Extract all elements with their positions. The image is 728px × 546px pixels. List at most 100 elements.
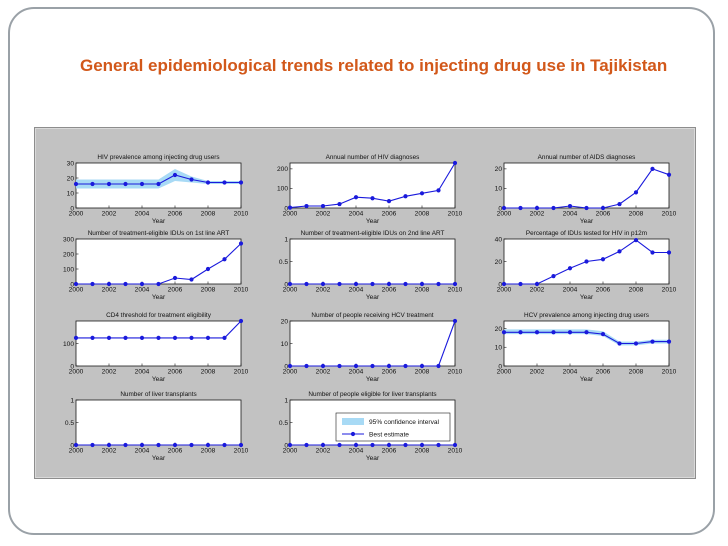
data-point xyxy=(106,335,112,340)
x-tick-label: 2000 xyxy=(69,448,84,455)
plot-area xyxy=(289,320,456,367)
subplot-title: Percentage of IDUs tested for HIV in p12… xyxy=(526,230,647,237)
data-point xyxy=(156,335,161,340)
y-tick-label: 1 xyxy=(284,236,288,243)
y-tick-label: 0 xyxy=(284,363,288,370)
data-point xyxy=(238,318,244,324)
data-point xyxy=(551,274,556,279)
data-point xyxy=(452,442,458,448)
data-point xyxy=(90,181,95,187)
x-tick-label: 2010 xyxy=(662,369,677,376)
data-point xyxy=(370,442,375,448)
data-point xyxy=(139,442,145,448)
data-point xyxy=(666,250,672,255)
x-tick-label: 2010 xyxy=(234,369,249,376)
data-point xyxy=(287,281,293,287)
x-tick-label: 2000 xyxy=(497,369,512,376)
data-point xyxy=(287,205,293,210)
x-tick-label: 2002 xyxy=(530,369,545,376)
legend-estimate-label: Best estimate xyxy=(369,432,409,439)
data-point xyxy=(419,281,425,287)
x-tick-label: 2006 xyxy=(168,448,183,455)
y-tick-label: 1 xyxy=(284,397,288,404)
x-tick-label: 2004 xyxy=(135,287,150,294)
data-point xyxy=(584,330,589,335)
data-point xyxy=(337,281,342,287)
data-point xyxy=(617,201,622,207)
x-axis-label: Year xyxy=(152,218,166,225)
data-point xyxy=(172,172,178,178)
data-point xyxy=(666,339,672,344)
data-point xyxy=(617,341,622,346)
y-tick-label: 20 xyxy=(495,166,503,173)
data-point xyxy=(386,363,392,369)
data-point xyxy=(403,363,408,369)
x-axis-label: Year xyxy=(152,376,166,383)
small-multiples-figure: HIV prevalence among injecting drug user… xyxy=(63,154,677,462)
x-tick-label: 2004 xyxy=(563,287,578,294)
x-tick-label: 2000 xyxy=(283,211,298,218)
x-tick-label: 2008 xyxy=(629,287,644,294)
y-tick-label: 100 xyxy=(277,186,288,193)
x-tick-label: 2010 xyxy=(234,448,249,455)
data-point xyxy=(518,281,523,287)
data-point xyxy=(189,335,194,340)
x-tick-label: 2000 xyxy=(497,211,512,218)
data-point xyxy=(452,281,458,287)
data-point xyxy=(337,363,342,369)
data-point xyxy=(370,281,375,287)
subplot-title: HCV prevalence among injecting drug user… xyxy=(524,312,649,319)
x-tick-label: 2008 xyxy=(201,448,216,455)
data-point xyxy=(370,363,375,369)
data-point xyxy=(501,281,507,287)
data-point xyxy=(353,195,359,200)
x-tick-label: 2010 xyxy=(662,287,677,294)
x-tick-label: 2004 xyxy=(563,211,578,218)
x-tick-label: 2006 xyxy=(382,369,397,376)
x-tick-label: 2008 xyxy=(415,287,430,294)
y-tick-label: 0 xyxy=(498,281,502,288)
x-tick-label: 2004 xyxy=(349,369,364,376)
y-tick-label: 30 xyxy=(67,160,75,167)
x-tick-label: 2008 xyxy=(415,448,430,455)
x-tick-label: 2006 xyxy=(168,287,183,294)
y-tick-label: 0 xyxy=(70,281,74,288)
data-point xyxy=(304,281,309,287)
y-tick-label: 10 xyxy=(495,345,503,352)
subplot-title: CD4 threshold for treatment eligibility xyxy=(106,312,212,319)
y-tick-label: 200 xyxy=(63,251,74,258)
y-tick-label: 0 xyxy=(70,442,74,449)
legend-ci-label: 95% confidence interval xyxy=(369,419,440,426)
x-tick-label: 2000 xyxy=(69,369,84,376)
x-tick-label: 2006 xyxy=(168,369,183,376)
x-tick-label: 2004 xyxy=(349,448,364,455)
data-point xyxy=(534,281,540,287)
plot-area xyxy=(75,399,242,446)
x-tick-label: 2008 xyxy=(201,287,216,294)
data-point xyxy=(106,181,112,187)
data-point xyxy=(320,281,326,287)
subplot-1: HIV prevalence among injecting drug user… xyxy=(67,154,249,225)
data-point xyxy=(633,238,639,243)
data-point xyxy=(633,190,639,195)
data-point xyxy=(337,442,342,448)
subplot-title: Number of treatment-eligible IDUs on 2nd… xyxy=(301,230,445,237)
data-point xyxy=(584,259,589,264)
x-axis-label: Year xyxy=(580,376,594,383)
data-point xyxy=(353,281,359,287)
x-tick-label: 2000 xyxy=(283,369,298,376)
data-point xyxy=(436,442,441,448)
legend-estimate-marker xyxy=(350,431,356,437)
x-tick-label: 2006 xyxy=(596,287,611,294)
data-point xyxy=(551,205,556,211)
subplot-title: Number of treatment-eligible IDUs on 1st… xyxy=(88,230,230,237)
x-tick-label: 2008 xyxy=(201,369,216,376)
slide-title: General epidemiological trends related t… xyxy=(80,56,668,75)
data-point xyxy=(419,363,425,369)
data-point xyxy=(650,166,655,171)
subplot-title: Number of people receiving HCV treatment xyxy=(311,312,433,319)
data-point xyxy=(90,281,95,287)
x-tick-label: 2006 xyxy=(596,211,611,218)
plot-area xyxy=(75,238,242,285)
data-point xyxy=(419,191,425,196)
